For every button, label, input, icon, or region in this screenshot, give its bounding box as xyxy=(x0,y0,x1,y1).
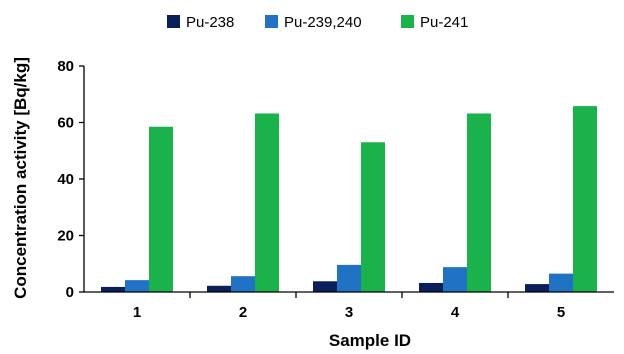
legend-label: Pu-241 xyxy=(420,14,468,31)
legend-swatch xyxy=(401,15,414,28)
x-tick-label: 1 xyxy=(133,304,141,321)
y-axis-title: Concentration activity [Bq/kg] xyxy=(11,57,30,299)
bar xyxy=(101,286,125,292)
axes: 0 20 40 60 80 1 2 3 4 5 xyxy=(57,58,614,321)
bar xyxy=(443,267,467,292)
y-tick-label: 40 xyxy=(57,171,74,188)
x-tick-label: 5 xyxy=(557,304,565,321)
x-tick-label: 4 xyxy=(451,304,460,321)
bar xyxy=(467,113,491,293)
bar xyxy=(361,142,385,292)
bar xyxy=(313,281,337,292)
bar xyxy=(549,273,573,292)
legend-label: Pu-239,240 xyxy=(284,14,362,31)
legend: Pu-238 Pu-239,240 Pu-241 xyxy=(167,14,468,31)
legend-label: Pu-238 xyxy=(186,14,234,31)
legend-swatch xyxy=(265,15,278,28)
y-tick-label: 60 xyxy=(57,115,74,132)
y-tick-label: 20 xyxy=(57,228,74,245)
bar xyxy=(207,285,231,292)
legend-swatch xyxy=(167,15,180,28)
bar xyxy=(255,113,279,293)
y-tick-label: 0 xyxy=(66,284,74,301)
bar xyxy=(125,280,149,292)
bar xyxy=(149,126,173,292)
bar xyxy=(525,284,549,292)
bars xyxy=(101,106,597,293)
bar xyxy=(231,276,255,292)
bar xyxy=(419,282,443,292)
x-axis-title: Sample ID xyxy=(329,331,411,350)
x-tick-label: 2 xyxy=(239,304,247,321)
bar xyxy=(573,106,597,293)
y-tick-label: 80 xyxy=(57,58,74,75)
x-tick-label: 3 xyxy=(345,304,353,321)
bar xyxy=(337,264,361,292)
